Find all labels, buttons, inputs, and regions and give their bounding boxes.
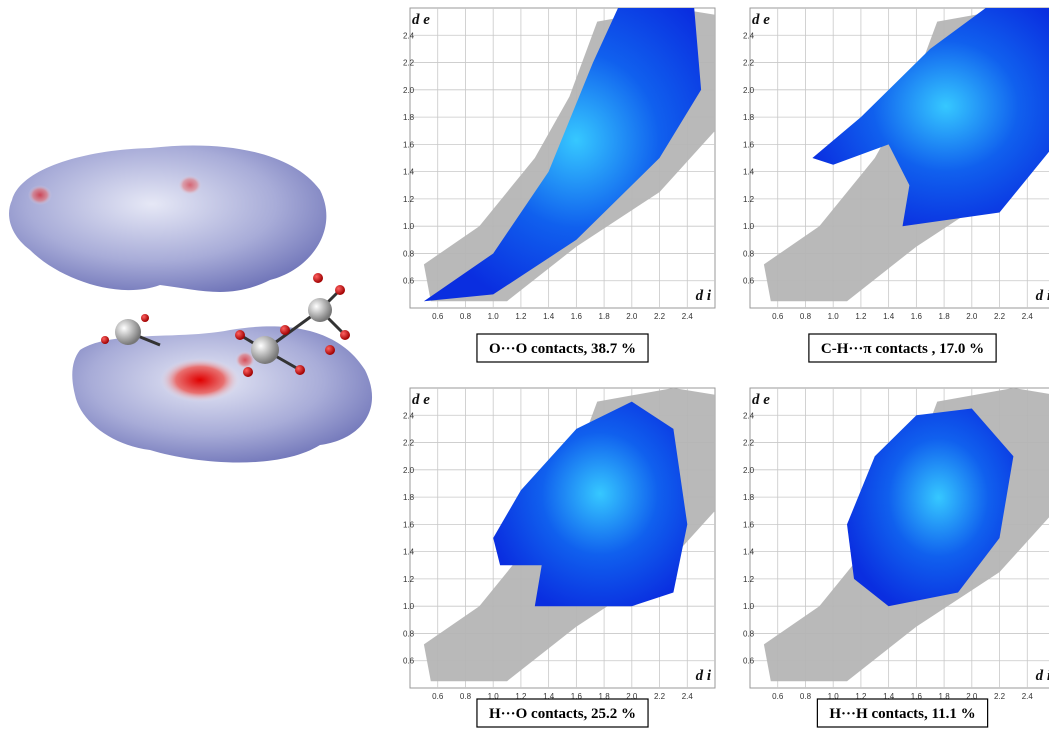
x-tick-label: 2.2 [994, 312, 1006, 321]
y-tick-label: 2.4 [743, 411, 755, 420]
x-tick-label: 2.2 [654, 312, 666, 321]
x-tick-label: 2.2 [994, 692, 1006, 701]
x-tick-label: 2.4 [1022, 692, 1034, 701]
x-tick-label: 2.0 [966, 312, 978, 321]
y-tick-label: 2.2 [743, 59, 755, 68]
x-tick-label: 1.0 [488, 312, 500, 321]
caption: H···H contacts, 11.1 % [829, 706, 975, 722]
y-tick-label: 1.0 [403, 222, 415, 231]
x-tick-label: 0.6 [772, 312, 784, 321]
y-tick-label: 2.0 [403, 86, 415, 95]
x-tick-label: 1.8 [599, 312, 611, 321]
x-axis-label: d i [696, 668, 712, 684]
x-tick-label: 2.4 [682, 312, 694, 321]
fingerprint-plot: 0.6 0.8 1.0 1.2 1.4 1.6 1.8 2.0 2.2 2.4 0.6 0.8 1.0 1… [403, 8, 715, 362]
x-tick-label: 2.4 [1022, 312, 1034, 321]
hirshfeld-surface [9, 145, 372, 462]
y-tick-label: 1.8 [743, 113, 755, 122]
x-tick-label: 1.8 [939, 312, 951, 321]
x-tick-label: 0.6 [772, 692, 784, 701]
y-tick-label: 1.6 [403, 140, 415, 149]
caption: O···O contacts, 38.7 % [489, 341, 636, 357]
y-tick-label: 1.0 [743, 602, 755, 611]
x-tick-label: 1.6 [571, 312, 583, 321]
y-tick-label: 2.4 [403, 31, 415, 40]
figure: 0.6 0.8 1.0 1.2 1.4 1.6 1.8 2.0 2.2 2.4 0.6 0.8 1.0 1… [0, 0, 1049, 729]
y-tick-label: 2.0 [403, 466, 415, 475]
x-tick-label: 0.8 [460, 312, 472, 321]
y-tick-label: 0.6 [403, 657, 415, 666]
y-tick-label: 1.8 [403, 493, 415, 502]
y-tick-label: 1.6 [403, 520, 415, 529]
y-tick-label: 1.2 [403, 195, 415, 204]
x-tick-label: 0.6 [432, 692, 444, 701]
y-tick-label: 0.8 [743, 249, 755, 258]
caption: H···O contacts, 25.2 % [489, 706, 636, 722]
x-tick-label: 0.8 [800, 312, 812, 321]
x-tick-label: 2.2 [654, 692, 666, 701]
x-tick-label: 2.4 [682, 692, 694, 701]
y-tick-label: 1.0 [403, 602, 415, 611]
y-tick-label: 1.2 [743, 575, 755, 584]
x-axis-label: d i [1036, 288, 1049, 304]
x-axis-label: d i [696, 288, 712, 304]
fingerprint-plot: 0.60.81.01.21.41.61.82.02.22.40.60.81.01… [743, 388, 1049, 727]
y-tick-label: 1.4 [743, 168, 755, 177]
y-axis-label: d e [752, 392, 770, 408]
y-tick-label: 0.8 [403, 629, 415, 638]
x-tick-label: 0.8 [800, 692, 812, 701]
y-tick-label: 2.4 [743, 31, 755, 40]
y-tick-label: 2.0 [743, 466, 755, 475]
y-tick-label: 1.8 [403, 113, 415, 122]
x-tick-label: 1.6 [911, 312, 923, 321]
y-tick-label: 1.8 [743, 493, 755, 502]
x-tick-label: 1.4 [883, 312, 895, 321]
y-tick-label: 2.0 [743, 86, 755, 95]
y-axis-label: d e [412, 392, 430, 408]
y-tick-label: 0.8 [743, 629, 755, 638]
y-tick-label: 2.2 [403, 439, 415, 448]
y-axis-label: d e [752, 12, 770, 28]
x-tick-label: 0.6 [432, 312, 444, 321]
x-tick-label: 0.8 [460, 692, 472, 701]
y-tick-label: 1.6 [743, 140, 755, 149]
y-tick-label: 1.0 [743, 222, 755, 231]
caption: C-H···π contacts , 17.0 % [821, 341, 984, 357]
x-tick-label: 2.0 [626, 312, 638, 321]
x-tick-label: 1.0 [828, 312, 840, 321]
y-tick-label: 1.4 [403, 168, 415, 177]
y-tick-label: 1.2 [403, 575, 415, 584]
y-tick-label: 2.2 [403, 59, 415, 68]
y-tick-label: 1.4 [403, 548, 415, 557]
y-tick-label: 1.2 [743, 195, 755, 204]
x-tick-label: 1.2 [515, 312, 527, 321]
x-tick-label: 1.2 [855, 312, 867, 321]
y-axis-label: d e [412, 12, 430, 28]
x-tick-label: 1.4 [543, 312, 555, 321]
y-tick-label: 0.6 [743, 657, 755, 666]
y-tick-label: 1.4 [743, 548, 755, 557]
y-tick-label: 2.4 [403, 411, 415, 420]
y-tick-label: 0.6 [403, 277, 415, 286]
y-tick-label: 0.8 [403, 249, 415, 258]
y-tick-label: 0.6 [743, 277, 755, 286]
y-tick-label: 1.6 [743, 520, 755, 529]
fingerprint-plot: 0.6 0.8 1.0 1.2 1.4 1.6 1.8 2.0 2.2 2.4 0.6 0.8 1.0 1… [743, 8, 1049, 362]
y-tick-label: 2.2 [743, 439, 755, 448]
x-axis-label: d i [1036, 668, 1049, 684]
